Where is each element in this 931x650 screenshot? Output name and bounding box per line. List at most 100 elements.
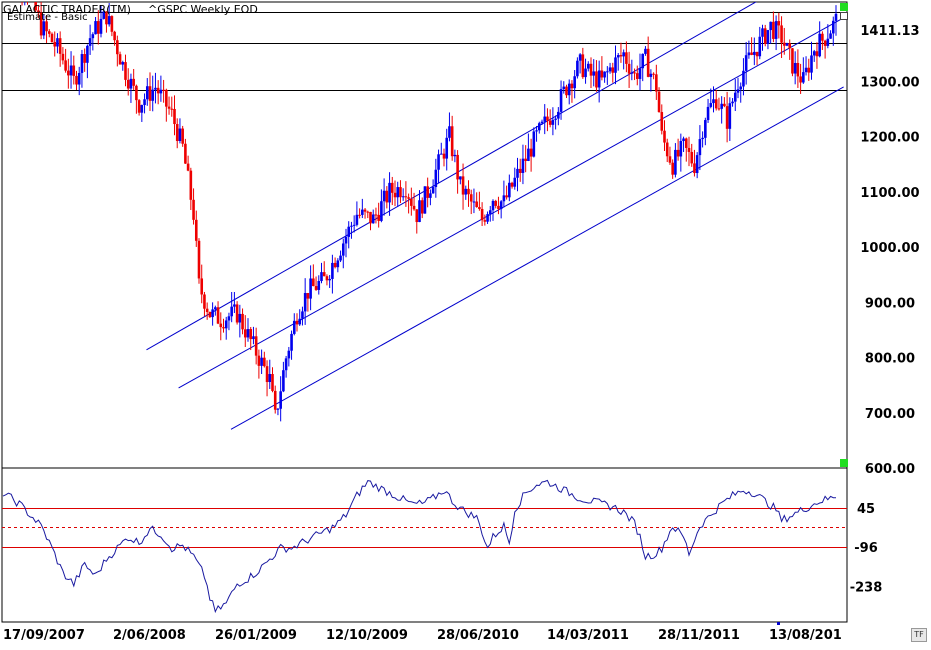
candle-body xyxy=(532,131,536,157)
candle-body xyxy=(377,214,380,221)
candle-body xyxy=(581,54,585,78)
price-tick-label: 1200.00 xyxy=(860,131,919,146)
price-panel-frame xyxy=(1,1,848,469)
candle-body xyxy=(508,182,511,198)
candle-body xyxy=(600,70,604,78)
candle-body xyxy=(788,43,792,49)
candle-body xyxy=(434,169,438,188)
candle-body xyxy=(322,272,326,277)
candle-body xyxy=(192,199,195,220)
candle-body xyxy=(325,276,329,281)
candle-body xyxy=(494,200,498,206)
candle-body xyxy=(265,366,269,383)
candle-body xyxy=(630,72,634,74)
price-tick-label: 700.00 xyxy=(865,407,915,422)
candle-body xyxy=(295,320,299,325)
symbol-title: ^GSPC Weekly EOD xyxy=(148,3,258,16)
date-tick-label: 28/11/2011 xyxy=(658,628,740,643)
candle-body xyxy=(557,111,560,119)
candle-body xyxy=(126,79,130,89)
candle-body xyxy=(576,60,579,77)
candle-body xyxy=(723,103,726,107)
candle-body xyxy=(260,357,263,366)
candle-body xyxy=(257,355,261,366)
candle-body xyxy=(382,190,386,202)
candle-body xyxy=(589,63,593,76)
candle-body xyxy=(823,40,827,46)
candle-body xyxy=(404,196,408,198)
candle-body xyxy=(614,57,617,73)
candle-body xyxy=(448,126,451,138)
panel-top-marker[interactable] xyxy=(840,3,848,11)
candle-body xyxy=(268,374,272,383)
candle-body xyxy=(312,278,315,287)
candle-body xyxy=(181,128,184,144)
panel-split-marker[interactable] xyxy=(840,459,848,467)
candle-body xyxy=(143,99,146,106)
candle-body xyxy=(292,320,296,334)
candle-body xyxy=(129,78,133,89)
candle-body xyxy=(99,18,103,34)
candle-body xyxy=(208,311,212,318)
candle-body xyxy=(603,71,606,78)
candle-body xyxy=(159,89,163,94)
candle-body xyxy=(216,307,220,324)
candle-body xyxy=(829,33,832,39)
candle-body xyxy=(154,87,157,90)
price-tick-label: 600.00 xyxy=(865,462,915,477)
date-tick-label: 17/09/2007 xyxy=(3,628,85,643)
candle-body xyxy=(273,390,277,410)
candle-body xyxy=(309,278,312,299)
candle-body xyxy=(559,89,563,112)
candle-body xyxy=(774,21,778,39)
candle-body xyxy=(674,149,677,175)
candle-body xyxy=(426,186,429,198)
candle-body xyxy=(96,21,100,34)
candle-body xyxy=(341,243,345,256)
candle-body xyxy=(358,214,361,216)
panel-resize-icon[interactable] xyxy=(840,12,848,20)
candle-body xyxy=(761,28,764,37)
candle-body xyxy=(720,103,723,109)
candle-body xyxy=(211,309,214,318)
candle-body xyxy=(535,130,538,132)
candle-body xyxy=(352,224,356,226)
candle-body xyxy=(243,329,247,338)
candle-body xyxy=(75,75,78,85)
rsi-tick-label: -238 xyxy=(850,580,883,595)
candle-body xyxy=(810,55,813,73)
candle-body xyxy=(546,116,549,121)
candle-body xyxy=(361,209,364,215)
candle-body xyxy=(712,99,715,104)
candle-body xyxy=(282,370,285,392)
app-title: GALACTIC TRADER(TM) xyxy=(3,3,131,16)
candle-body xyxy=(39,12,43,36)
candle-body xyxy=(578,54,582,61)
candle-body xyxy=(306,293,310,299)
candle-body xyxy=(586,63,590,69)
candle-body xyxy=(64,60,67,71)
candle-body xyxy=(701,137,704,140)
candle-body xyxy=(739,86,743,90)
candle-body xyxy=(145,86,149,100)
candle-body xyxy=(124,62,127,80)
candle-body xyxy=(45,21,48,32)
timeframe-button[interactable]: TF xyxy=(911,628,927,642)
candle-body xyxy=(369,211,372,224)
candle-body xyxy=(407,197,410,199)
candle-body xyxy=(782,42,786,46)
candle-body xyxy=(622,52,625,57)
candle-body xyxy=(390,182,394,193)
current-bar-marker xyxy=(777,622,780,625)
candle-body xyxy=(238,313,242,323)
candle-body xyxy=(660,112,664,131)
candle-body xyxy=(233,304,236,307)
candle-body xyxy=(205,308,209,312)
candle-body xyxy=(478,207,481,209)
date-tick-label: 28/06/2010 xyxy=(437,628,519,643)
candle-body xyxy=(668,156,672,163)
candle-body xyxy=(135,85,138,101)
candle-body xyxy=(663,130,666,143)
